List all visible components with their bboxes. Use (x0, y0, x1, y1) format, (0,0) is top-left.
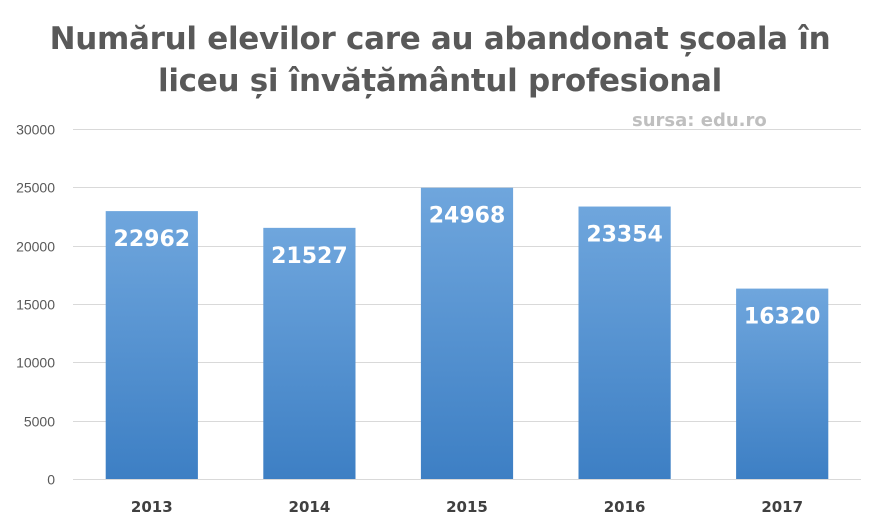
y-tick-label-5000: 5000 (24, 414, 55, 430)
chart-title-line-2: liceu și învățământul profesional (158, 63, 722, 99)
bar-2017 (736, 288, 829, 479)
chart-title: Numărul elevilor care au abandonat școal… (40, 18, 840, 102)
chart-title-line-1: Numărul elevilor care au abandonat școal… (49, 21, 831, 57)
data-label-2016: 23354 (586, 223, 663, 248)
x-category-label-2013: 2013 (131, 498, 173, 516)
y-tick-label-30000: 30000 (16, 122, 55, 138)
bar-2013 (105, 211, 198, 480)
data-label-2017: 16320 (744, 305, 821, 330)
x-category-label-2016: 2016 (604, 498, 646, 516)
y-axis-tick-labels: 0 5000 10000 15000 20000 25000 30000 (16, 122, 55, 488)
data-label-2015: 24968 (429, 204, 506, 229)
y-tick-label-15000: 15000 (16, 297, 55, 313)
bars (105, 187, 829, 480)
data-label-2014: 21527 (271, 244, 348, 269)
x-category-label-2015: 2015 (446, 498, 488, 516)
chart-source-annotation: sursa: edu.ro (632, 110, 767, 131)
y-tick-label-10000: 10000 (16, 355, 55, 371)
x-category-label-2014: 2014 (289, 498, 331, 516)
bar-2014 (263, 227, 356, 479)
y-tick-label-25000: 25000 (16, 180, 55, 196)
x-axis-category-labels: 2013 2014 2015 2016 2017 (131, 498, 803, 516)
x-category-label-2017: 2017 (761, 498, 803, 516)
data-label-2013: 22962 (114, 227, 191, 252)
y-tick-label-20000: 20000 (16, 239, 55, 255)
data-labels: 22962 21527 24968 23354 16320 (114, 204, 821, 330)
bar-2016 (578, 206, 671, 479)
y-tick-label-0: 0 (47, 472, 55, 488)
bar-2015 (420, 187, 514, 479)
